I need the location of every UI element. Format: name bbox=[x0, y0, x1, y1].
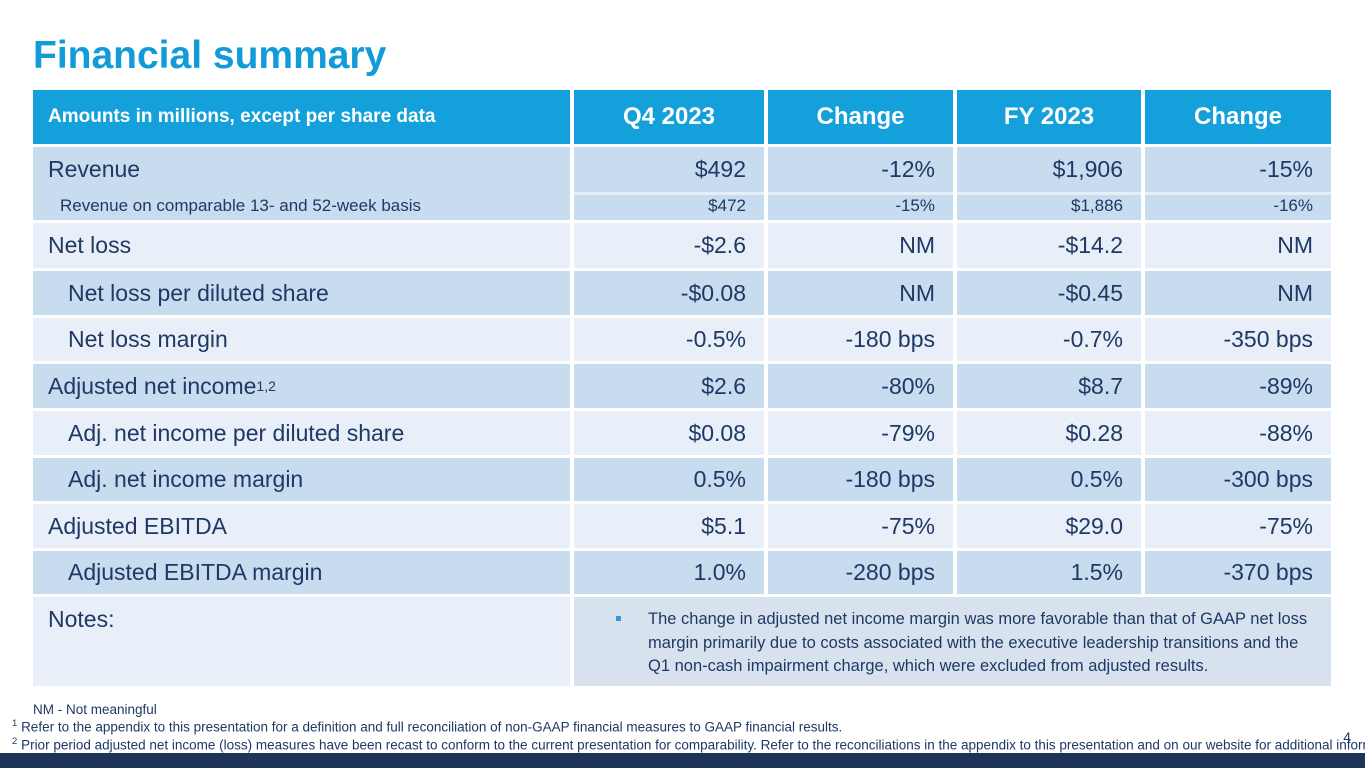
row-value-change-q4: NM bbox=[768, 223, 953, 268]
row-value-change-fy: -15% bbox=[1145, 147, 1331, 192]
row-value-fy: -$14.2 bbox=[957, 223, 1141, 268]
table-row-revenue: Revenue $492 -12% $1,906 -15% bbox=[33, 147, 1331, 192]
row-value-change-fy: -16% bbox=[1145, 192, 1331, 220]
row-value-fy: 1.5% bbox=[957, 551, 1141, 594]
row-value-change-q4: -12% bbox=[768, 147, 953, 192]
row-value-fy: $29.0 bbox=[957, 504, 1141, 548]
row-value-fy: $0.28 bbox=[957, 411, 1141, 455]
row-value-fy: $8.7 bbox=[957, 364, 1141, 408]
table-row-adj-net-income-margin: Adj. net income margin 0.5% -180 bps 0.5… bbox=[33, 458, 1331, 501]
row-value-q4: $0.08 bbox=[574, 411, 764, 455]
page-title: Financial summary bbox=[33, 34, 387, 77]
row-value-fy: -$0.45 bbox=[957, 271, 1141, 315]
row-label: Net loss per diluted share bbox=[33, 271, 570, 315]
row-label: Net loss margin bbox=[33, 318, 570, 361]
row-value-change-q4: -15% bbox=[768, 192, 953, 220]
row-value-change-fy: -370 bps bbox=[1145, 551, 1331, 594]
column-header-change-q4: Change bbox=[768, 90, 953, 144]
row-value-change-fy: -75% bbox=[1145, 504, 1331, 548]
column-header-fy-2023: FY 2023 bbox=[957, 90, 1141, 144]
row-value-q4: $2.6 bbox=[574, 364, 764, 408]
row-value-change-q4: -80% bbox=[768, 364, 953, 408]
row-label: Revenue bbox=[33, 147, 570, 192]
column-header-q4-2023: Q4 2023 bbox=[574, 90, 764, 144]
row-label: Adjusted net income 1,2 bbox=[33, 364, 570, 408]
row-value-fy: -0.7% bbox=[957, 318, 1141, 361]
table-row-adjusted-ebitda: Adjusted EBITDA $5.1 -75% $29.0 -75% bbox=[33, 504, 1331, 548]
row-value-q4: 0.5% bbox=[574, 458, 764, 501]
table-header-label: Amounts in millions, except per share da… bbox=[33, 90, 570, 144]
table-row-adjusted-ebitda-margin: Adjusted EBITDA margin 1.0% -280 bps 1.5… bbox=[33, 551, 1331, 594]
notes-bullet-text: The change in adjusted net income margin… bbox=[648, 610, 1308, 676]
table-row-notes: Notes: The change in adjusted net income… bbox=[33, 597, 1331, 686]
row-label-text: Adjusted net income bbox=[48, 372, 257, 399]
row-value-q4: $492 bbox=[574, 147, 764, 192]
footnote-1: 1 Refer to the appendix to this presenta… bbox=[12, 718, 1356, 736]
table-row-net-loss-per-diluted-share: Net loss per diluted share -$0.08 NM -$0… bbox=[33, 271, 1331, 315]
row-value-fy: $1,886 bbox=[957, 192, 1141, 220]
row-value-q4: 1.0% bbox=[574, 551, 764, 594]
row-value-change-q4: -75% bbox=[768, 504, 953, 548]
row-value-change-q4: -79% bbox=[768, 411, 953, 455]
bullet-icon bbox=[616, 616, 621, 621]
row-value-change-fy: NM bbox=[1145, 271, 1331, 315]
table-row-net-loss-margin: Net loss margin -0.5% -180 bps -0.7% -35… bbox=[33, 318, 1331, 361]
financial-table: Amounts in millions, except per share da… bbox=[33, 90, 1331, 686]
notes-label: Notes: bbox=[33, 597, 570, 686]
row-value-q4: -0.5% bbox=[574, 318, 764, 361]
row-label: Revenue on comparable 13- and 52-week ba… bbox=[33, 192, 570, 220]
row-value-change-q4: -180 bps bbox=[768, 318, 953, 361]
page-number: 4 bbox=[1343, 729, 1351, 745]
footnote-nm: NM - Not meaningful bbox=[33, 702, 157, 717]
table-row-adjusted-net-income: Adjusted net income 1,2 $2.6 -80% $8.7 -8… bbox=[33, 364, 1331, 408]
row-value-change-fy: -88% bbox=[1145, 411, 1331, 455]
footnote-1-text: Refer to the appendix to this presentati… bbox=[21, 719, 843, 735]
table-row-revenue-comparable: Revenue on comparable 13- and 52-week ba… bbox=[33, 192, 1331, 220]
row-value-fy: $1,906 bbox=[957, 147, 1141, 192]
notes-content-cell: The change in adjusted net income margin… bbox=[574, 597, 1331, 686]
footnote-1-marker: 1 bbox=[12, 718, 18, 730]
row-label: Adj. net income margin bbox=[33, 458, 570, 501]
column-header-change-fy: Change bbox=[1145, 90, 1331, 144]
row-value-q4: -$2.6 bbox=[574, 223, 764, 268]
row-value-change-q4: -180 bps bbox=[768, 458, 953, 501]
footnote-2: 2 Prior period adjusted net income (loss… bbox=[12, 736, 1365, 754]
footnotes: NM - Not meaningful 1 Refer to the appen… bbox=[12, 701, 1365, 754]
table-row-net-loss: Net loss -$2.6 NM -$14.2 NM bbox=[33, 223, 1331, 268]
row-value-q4: -$0.08 bbox=[574, 271, 764, 315]
footnote-2-text: Prior period adjusted net income (loss) … bbox=[21, 737, 1365, 753]
row-label: Adjusted EBITDA bbox=[33, 504, 570, 548]
row-value-change-fy: -89% bbox=[1145, 364, 1331, 408]
table-header-row: Amounts in millions, except per share da… bbox=[33, 90, 1331, 144]
row-value-fy: 0.5% bbox=[957, 458, 1141, 501]
footer-bar bbox=[0, 753, 1365, 768]
row-value-change-fy: -300 bps bbox=[1145, 458, 1331, 501]
row-value-change-q4: NM bbox=[768, 271, 953, 315]
row-value-change-q4: -280 bps bbox=[768, 551, 953, 594]
row-value-q4: $5.1 bbox=[574, 504, 764, 548]
row-value-change-fy: NM bbox=[1145, 223, 1331, 268]
row-value-q4: $472 bbox=[574, 192, 764, 220]
row-label: Net loss bbox=[33, 223, 570, 268]
row-label: Adj. net income per diluted share bbox=[33, 411, 570, 455]
footnote-2-marker: 2 bbox=[12, 736, 18, 748]
row-label: Adjusted EBITDA margin bbox=[33, 551, 570, 594]
revenue-band: Revenue $492 -12% $1,906 -15% Revenue on… bbox=[33, 147, 1331, 220]
table-row-adj-net-income-per-diluted-share: Adj. net income per diluted share $0.08 … bbox=[33, 411, 1331, 455]
row-value-change-fy: -350 bps bbox=[1145, 318, 1331, 361]
